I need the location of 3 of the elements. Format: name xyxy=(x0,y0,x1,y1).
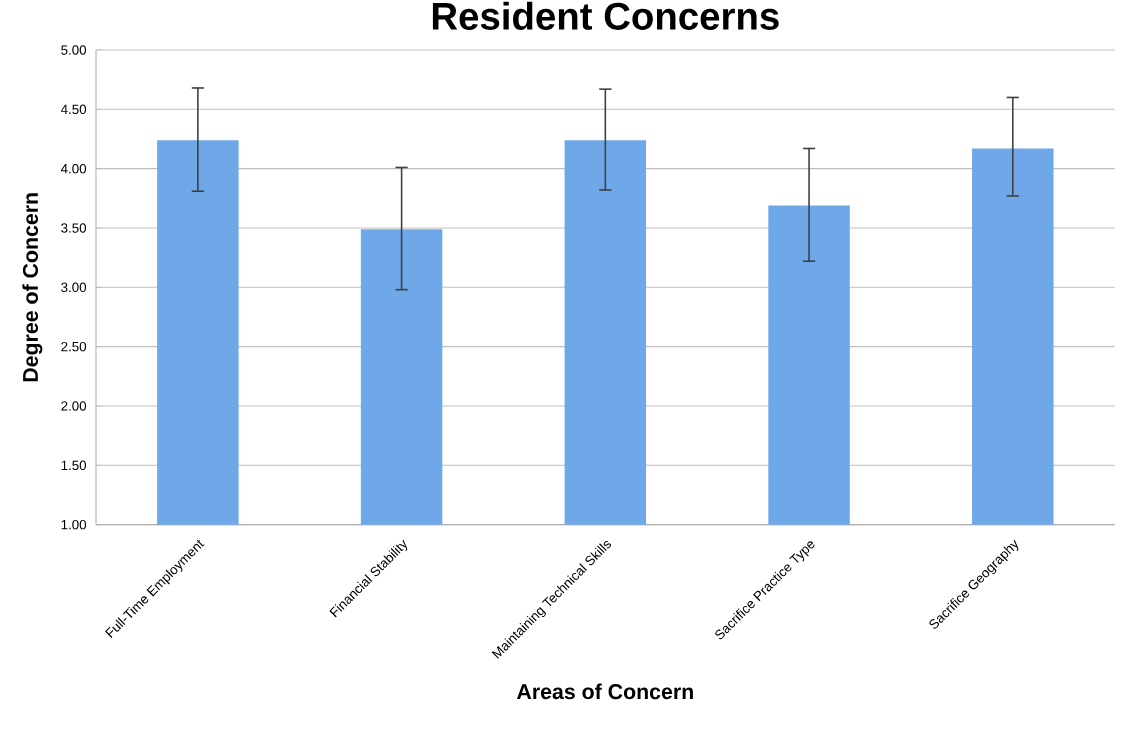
chart-title: Resident Concerns xyxy=(432,1,779,30)
y-axis-title: Degree of Concern xyxy=(22,193,43,382)
x-axis-title: Areas of Concern xyxy=(516,683,693,700)
